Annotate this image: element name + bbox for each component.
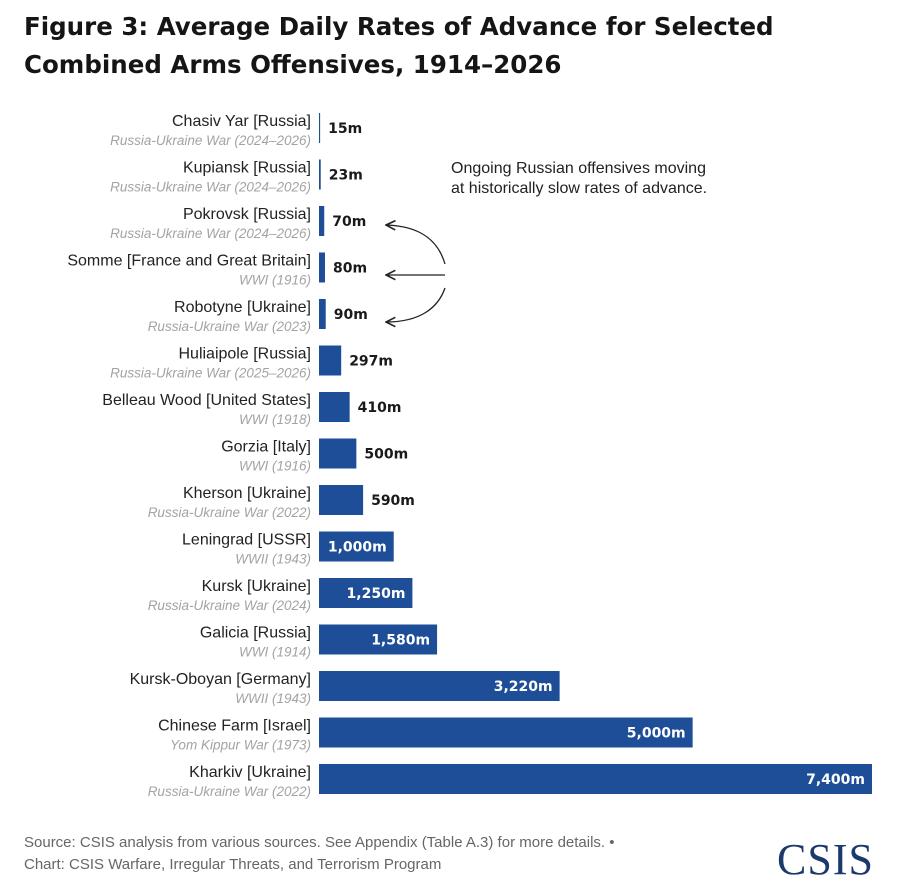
bar: [319, 206, 325, 236]
bar-row: Gorzia [Italy] WWI (1916) 500m: [221, 438, 408, 474]
category-sublabel: Russia-Ukraine War (2024): [148, 598, 311, 613]
category-label: Kupiansk [Russia]: [183, 160, 311, 177]
category-label: Somme [France and Great Britain]: [67, 253, 311, 270]
bar: [319, 252, 325, 283]
bar-row: Pokrovsk [Russia] Russia-Ukraine War (202…: [110, 206, 366, 241]
category-label: Galicia [Russia]: [200, 625, 311, 642]
category-sublabel: WWII (1943): [235, 552, 311, 567]
bar-value-label: 3,220m: [494, 679, 553, 695]
chart-title: Figure 3: Average Daily Rates of Advance…: [24, 12, 774, 79]
bar: [319, 717, 693, 748]
category-label: Belleau Wood [United States]: [102, 392, 311, 409]
bar-row: Robotyne [Ukraine] Russia-Ukraine War (20…: [148, 299, 368, 334]
bar-value-label: 1,000m: [328, 540, 387, 556]
bar-value-label: 1,580m: [371, 633, 430, 649]
annotation-arrow-top: [386, 225, 446, 265]
bar-value-label: 15m: [328, 121, 362, 137]
bar: [319, 438, 357, 469]
category-sublabel: Russia-Ukraine War (2025–2026): [110, 366, 311, 381]
bar-row: Leningrad [USSR] WWII (1943) 1,000m: [182, 531, 394, 567]
annotation-arrow-bottom: [386, 287, 446, 322]
source-line-1: Source: CSIS analysis from various sourc…: [24, 834, 615, 851]
category-sublabel: WWI (1914): [239, 645, 311, 660]
bar-row: Chinese Farm [Israel] Yom Kippur War (197…: [158, 717, 693, 753]
category-label: Kherson [Ukraine]: [183, 485, 311, 502]
bar-row: Huliaipole [Russia] Russia-Ukraine War (2…: [110, 345, 393, 381]
bar: [319, 531, 394, 562]
bar-row: Kupiansk [Russia] Russia-Ukraine War (202…: [110, 159, 363, 195]
bar: [319, 392, 350, 422]
category-label: Huliaipole [Russia]: [178, 346, 311, 363]
category-sublabel: Russia-Ukraine War (2023): [148, 319, 311, 334]
source-line-2: Chart: CSIS Warfare, Irregular Threats, …: [24, 856, 442, 873]
category-sublabel: WWI (1918): [239, 412, 311, 427]
category-label: Kursk [Ukraine]: [202, 578, 311, 595]
category-label: Robotyne [Ukraine]: [174, 299, 311, 316]
category-label: Kharkiv [Ukraine]: [189, 764, 311, 781]
bar: [319, 159, 321, 190]
csis-logo: CSIS: [777, 835, 874, 884]
bar-value-label: 90m: [334, 307, 368, 323]
bar-value-label: 23m: [329, 168, 363, 184]
category-sublabel: Russia-Ukraine War (2022): [148, 505, 311, 520]
bar-value-label: 590m: [371, 493, 415, 509]
category-sublabel: WWII (1943): [235, 691, 311, 706]
category-sublabel: Yom Kippur War (1973): [170, 738, 311, 753]
bar-row: Galicia [Russia] WWI (1914) 1,580m: [200, 624, 438, 660]
bar-value-label: 297m: [349, 354, 393, 370]
bar-value-label: 80m: [333, 261, 367, 277]
category-label: Chasiv Yar [Russia]: [172, 113, 311, 130]
bars-group: Chasiv Yar [Russia] Russia-Ukraine War (2…: [67, 113, 872, 799]
bar-value-label: 410m: [358, 400, 402, 416]
bar-row: Chasiv Yar [Russia] Russia-Ukraine War (2…: [110, 113, 362, 148]
bar-row: Kursk [Ukraine] Russia-Ukraine War (2024)…: [148, 578, 413, 613]
annotation-line-1: Ongoing Russian offensives moving: [451, 160, 706, 177]
annotation-line-2: at historically slow rates of advance.: [451, 180, 707, 197]
bar-chart: Chasiv Yar [Russia] Russia-Ukraine War (2…: [67, 113, 872, 799]
bar: [319, 671, 560, 701]
bar: [319, 345, 342, 376]
bar-value-label: 5,000m: [627, 726, 686, 742]
category-label: Leningrad [USSR]: [182, 532, 311, 549]
bar-value-label: 500m: [364, 447, 408, 463]
bar-value-label: 1,250m: [347, 586, 406, 602]
category-sublabel: WWI (1916): [239, 459, 311, 474]
bar: [319, 764, 872, 794]
category-sublabel: Russia-Ukraine War (2024–2026): [110, 133, 311, 148]
bar-row: Kherson [Ukraine] Russia-Ukraine War (202…: [148, 485, 415, 520]
bar: [319, 578, 413, 608]
annotation-group: Ongoing Russian offensives moving at his…: [386, 160, 707, 322]
bar-value-label: 70m: [332, 214, 366, 230]
category-sublabel: Russia-Ukraine War (2024–2026): [110, 180, 311, 195]
category-label: Chinese Farm [Israel]: [158, 718, 311, 735]
bar-row: Kursk-Oboyan [Germany] WWII (1943) 3,220m: [130, 671, 560, 706]
bar-row: Somme [France and Great Britain] WWI (191…: [67, 252, 367, 288]
category-label: Kursk-Oboyan [Germany]: [130, 671, 311, 688]
bar: [319, 299, 326, 329]
bar: [319, 624, 438, 655]
bar: [319, 485, 364, 515]
bar-row: Kharkiv [Ukraine] Russia-Ukraine War (202…: [148, 764, 872, 799]
category-label: Gorzia [Italy]: [221, 439, 311, 456]
source-note: Source: CSIS analysis from various sourc…: [24, 832, 764, 876]
bar-value-label: 7,400m: [806, 772, 865, 788]
category-label: Pokrovsk [Russia]: [183, 206, 311, 223]
category-sublabel: Russia-Ukraine War (2024–2026): [110, 226, 311, 241]
category-sublabel: WWI (1916): [239, 273, 311, 288]
category-sublabel: Russia-Ukraine War (2022): [148, 784, 311, 799]
bar: [319, 113, 321, 143]
bar-row: Belleau Wood [United States] WWI (1918) 41…: [102, 392, 401, 427]
